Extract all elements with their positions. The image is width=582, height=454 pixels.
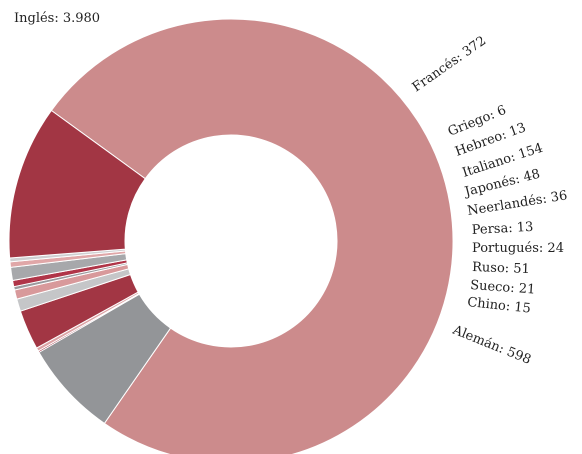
label-ingles: Inglés: 3.980: [14, 11, 100, 26]
slices: [8, 18, 454, 454]
label-persa: Persa: 13: [471, 220, 533, 238]
label-ruso: Ruso: 51: [472, 260, 530, 277]
label-chino: Chino: 15: [467, 295, 532, 317]
label-aleman: Alemán: 598: [450, 322, 534, 367]
label-portugues: Portugués: 24: [472, 241, 564, 256]
label-sueco: Sueco: 21: [470, 278, 536, 298]
slice-ingles: [50, 18, 454, 454]
slice-aleman: [8, 109, 146, 259]
label-frances: Francés: 372: [410, 33, 489, 95]
